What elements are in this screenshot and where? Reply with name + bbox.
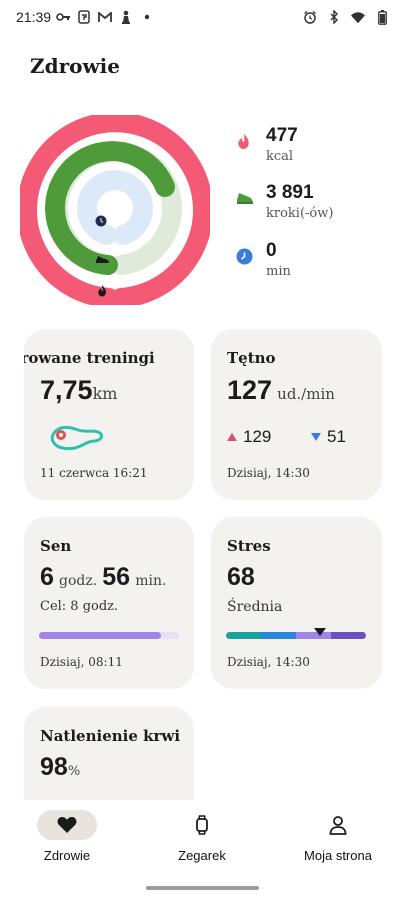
home-indicator[interactable] xyxy=(146,886,259,890)
minutes-value: 0 xyxy=(266,240,277,261)
nav-watch-pill[interactable] xyxy=(172,810,232,840)
status-time: 21:39 xyxy=(16,9,52,25)
blood-oxygen-value: 98 xyxy=(40,753,68,781)
heart-rate-min: 51 xyxy=(311,427,346,447)
page-title: Zdrowie xyxy=(30,54,120,78)
gmail-icon xyxy=(98,10,112,24)
system-icons xyxy=(303,9,389,25)
stress-title: Stres xyxy=(227,537,271,555)
workouts-distance: 7,75 xyxy=(40,375,93,405)
notification-icons xyxy=(56,10,154,24)
chess-icon xyxy=(119,10,133,24)
sleep-card[interactable]: Sen 6 godz. 56 min. Cel: 8 godz. Dzisiaj… xyxy=(24,517,194,689)
heart-rate-unit: ud./min xyxy=(277,385,335,403)
blood-oxygen-row: 98% xyxy=(40,753,80,782)
nav-profile-pill[interactable] xyxy=(308,810,368,840)
calories-stat: 477 kcal xyxy=(236,125,386,175)
nav-health-pill[interactable] xyxy=(37,810,97,840)
nav-profile-label: Moja strona xyxy=(304,848,372,863)
bottom-navigation: Zdrowie Zegarek Moja strona xyxy=(0,800,405,900)
calories-unit: kcal xyxy=(266,149,294,164)
steps-stat: 3 891 kroki(-ów) xyxy=(236,182,386,232)
sleep-minutes: 56 xyxy=(102,563,131,591)
clock-icon xyxy=(236,248,254,266)
key-notification-icon xyxy=(56,10,70,24)
calories-ring xyxy=(17,112,213,308)
steps-ring xyxy=(45,141,175,275)
sleep-goal: Cel: 8 godz. xyxy=(40,599,119,614)
arrow-up-icon xyxy=(227,433,237,441)
steps-unit: kroki(-ów) xyxy=(266,206,334,221)
workouts-title: Zarejestrowane treningi xyxy=(24,349,155,367)
sleep-time: Dzisiaj, 08:11 xyxy=(40,655,123,669)
flame-icon xyxy=(236,133,254,151)
nav-profile[interactable]: Moja strona xyxy=(283,810,393,863)
nav-health-label: Zdrowie xyxy=(43,848,91,863)
stress-level: Średnia xyxy=(227,599,283,615)
workouts-date: 11 czerwca 16:21 xyxy=(40,466,148,480)
calories-value: 477 xyxy=(266,125,298,146)
heart-rate-value: 127 xyxy=(227,375,273,405)
blood-oxygen-title: Natlenienie krwi xyxy=(40,727,181,745)
heart-rate-min-value: 51 xyxy=(327,427,346,446)
workouts-distance-row: 7,75km xyxy=(40,375,117,406)
sleep-duration-row: 6 godz. 56 min. xyxy=(40,563,166,592)
stress-card[interactable]: Stres 68 Średnia Dzisiaj, 14:30 xyxy=(211,517,382,689)
wifi-icon xyxy=(351,10,365,24)
stress-scale-bar xyxy=(226,632,366,639)
person-icon xyxy=(329,816,347,835)
workouts-card[interactable]: Zarejestrowane treningi 7,75km 11 czerwc… xyxy=(24,329,194,500)
stress-value: 68 xyxy=(227,563,255,591)
heart-rate-card[interactable]: Tętno 127 ud./min 129 51 Dzisiaj, 14:30 xyxy=(211,329,382,500)
sleep-minutes-unit: min. xyxy=(135,573,167,589)
nav-health[interactable]: Zdrowie xyxy=(12,810,122,863)
route-map-icon xyxy=(48,423,108,455)
ring-shoe-icon xyxy=(96,256,109,263)
bluetooth-icon xyxy=(327,10,341,24)
heart-rate-max-value: 129 xyxy=(243,427,272,446)
activity-rings[interactable] xyxy=(17,112,213,308)
blood-oxygen-unit: % xyxy=(67,764,81,779)
heart-rate-value-row: 127 ud./min xyxy=(227,375,335,406)
arrow-down-icon xyxy=(311,433,321,441)
steps-value: 3 891 xyxy=(266,182,314,203)
sleep-title: Sen xyxy=(40,537,72,555)
sleep-progress-bar xyxy=(39,632,179,639)
sleep-hours-unit: godz. xyxy=(59,573,98,589)
status-bar: 21:39 xyxy=(0,0,405,36)
heart-rate-max: 129 xyxy=(227,427,271,447)
nav-watch[interactable]: Zegarek xyxy=(147,810,257,863)
minutes-ring-track xyxy=(77,170,153,245)
heart-rate-time: Dzisiaj, 14:30 xyxy=(227,466,310,480)
nav-watch-label: Zegarek xyxy=(178,848,226,863)
heart-icon xyxy=(57,817,77,833)
more-notifications-icon xyxy=(140,10,154,24)
heart-rate-title: Tętno xyxy=(227,349,276,367)
sleep-hours: 6 xyxy=(40,563,54,591)
minutes-unit: min xyxy=(266,264,291,279)
sleep-progress-fill xyxy=(39,632,161,639)
alarm-icon xyxy=(303,10,317,24)
ring-clock-icon xyxy=(95,215,107,227)
stress-marker-icon xyxy=(313,621,326,636)
ring-flame-icon xyxy=(98,285,106,297)
minutes-stat: 0 min xyxy=(236,240,386,290)
workouts-unit: km xyxy=(92,384,118,403)
shoe-icon xyxy=(236,190,254,208)
watch-icon xyxy=(196,815,208,835)
battery-icon xyxy=(375,9,389,25)
app-notification-icon xyxy=(77,10,91,24)
stress-time: Dzisiaj, 14:30 xyxy=(227,655,310,669)
